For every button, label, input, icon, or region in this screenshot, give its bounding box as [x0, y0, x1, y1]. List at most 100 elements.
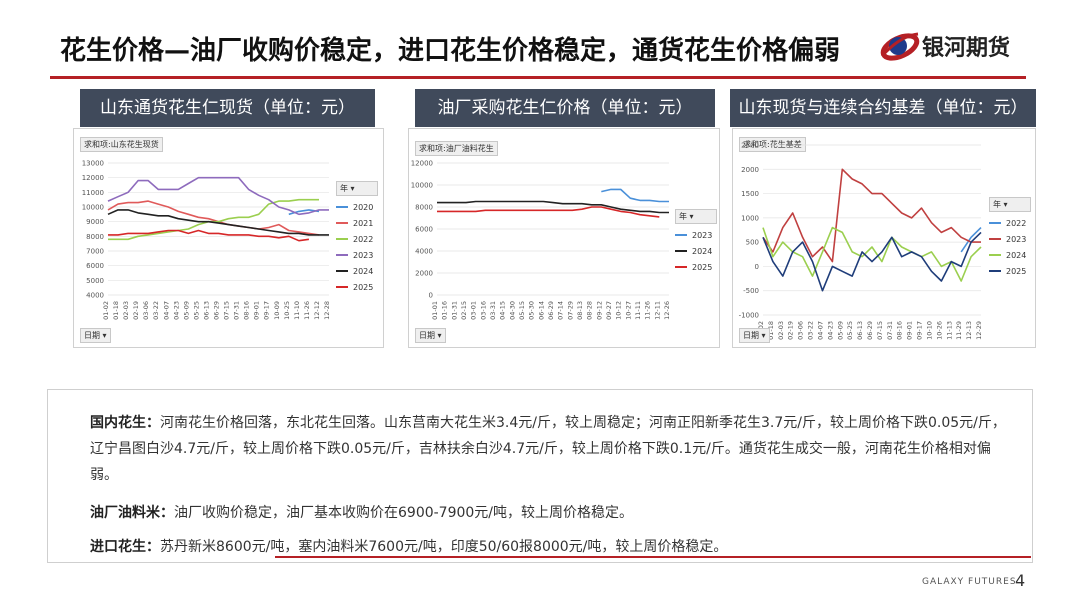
para-label: 进口花生： [90, 539, 160, 555]
y-tick-label: 1000 [741, 214, 759, 222]
x-tick-label: 09-01 [906, 321, 914, 340]
legend-swatch [675, 234, 687, 236]
x-tick-label: 02-15 [460, 301, 468, 320]
x-tick-label: 12-29 [975, 321, 983, 340]
series-line-2024 [437, 200, 669, 214]
y-tick-label: 12000 [82, 174, 104, 182]
series-line-2024 [762, 226, 982, 282]
legend-item-2024: 2024 [989, 247, 1031, 263]
x-tick-label: 11-11 [634, 301, 642, 320]
para-label: 油厂油料米： [90, 505, 174, 521]
x-tick-label: 02-03 [122, 301, 130, 320]
y-tick-label: 6000 [86, 262, 104, 270]
x-tick-label: 03-22 [807, 321, 815, 340]
y-tick-label: 7000 [86, 248, 104, 256]
x-tick-label: 11-29 [955, 321, 963, 340]
legend-title[interactable]: 年 ▾ [989, 197, 1031, 212]
chart-shandong-spot: 求和项:山东花生现货 4000 5000 6000 7000 8000 9000 10000… [73, 128, 384, 348]
x-tick-label: 06-29 [547, 301, 555, 320]
legend-swatch [989, 222, 1001, 224]
x-tick-label: 03-06 [142, 301, 150, 320]
legend-label: 2020 [353, 202, 374, 212]
legend-title[interactable]: 年 ▾ [336, 181, 378, 196]
x-tick-label: 05-25 [846, 321, 854, 340]
y-tick-label: 0 [429, 292, 433, 300]
legend-swatch [336, 222, 348, 224]
axis-filter-chip[interactable]: 日期 ▾ [415, 328, 446, 343]
y-tick-label: 12000 [411, 160, 433, 168]
y-tick-label: 5000 [86, 277, 104, 285]
x-tick-label: 10-25 [283, 301, 291, 320]
x-tick-label: 12-11 [653, 301, 661, 320]
x-tick-label: 02-03 [777, 321, 785, 340]
legend-swatch [336, 254, 348, 256]
legend-item-2020: 2020 [336, 199, 378, 215]
x-tick-label: 02-19 [132, 301, 140, 320]
legend-swatch [989, 254, 1001, 256]
series-line-2025 [762, 231, 982, 292]
x-tick-label: 11-26 [644, 301, 652, 320]
legend-item-2023: 2023 [336, 247, 378, 263]
y-tick-label: 2000 [741, 166, 759, 174]
x-tick-label: 10-09 [273, 301, 281, 320]
y-tick-label: 2000 [415, 270, 433, 278]
y-tick-label: 4000 [415, 248, 433, 256]
y-tick-label: 4000 [86, 292, 104, 300]
legend-label: 2023 [353, 250, 374, 260]
domestic-peanut-paragraph: 国内花生：河南花生价格回落，东北花生回落。山东莒南大花生米3.4元/斤，较上周稳… [90, 410, 1010, 488]
x-tick-label: 11-10 [293, 301, 301, 320]
legend-swatch [336, 238, 348, 240]
x-tick-label: 03-31 [489, 301, 497, 320]
filter-chip[interactable]: 求和项:花生基差 [739, 137, 806, 152]
legend-label: 2022 [353, 234, 374, 244]
panel-header-mill-price: 油厂采购花生仁价格（单位：元） [415, 89, 715, 127]
page-number: 4 [1015, 571, 1026, 590]
x-tick-label: 04-07 [162, 301, 170, 320]
x-tick-label: 09-27 [605, 301, 613, 320]
x-tick-label: 10-27 [624, 301, 632, 320]
legend-title[interactable]: 年 ▾ [675, 209, 717, 224]
x-tick-label: 01-16 [441, 301, 449, 320]
x-tick-label: 06-29 [213, 301, 221, 320]
legend-item-2023: 2023 [989, 231, 1031, 247]
legend-label: 2024 [1006, 250, 1027, 260]
panel-header-basis: 山东现货与连续合约基差（单位：元） [730, 89, 1036, 127]
x-tick-label: 03-01 [470, 301, 478, 320]
chart-legend: 年 ▾ 2022 2023 2024 2025 [989, 197, 1031, 279]
legend-swatch [336, 286, 348, 288]
x-tick-label: 08-28 [586, 301, 594, 320]
x-tick-label: 08-16 [243, 301, 251, 320]
axis-filter-chip[interactable]: 日期 ▾ [80, 328, 111, 343]
legend-label: 2024 [353, 266, 374, 276]
legend-item-2025: 2025 [989, 263, 1031, 279]
bottom-divider [275, 556, 1031, 558]
x-tick-label: 06-14 [537, 301, 545, 320]
chart-legend: 年 ▾ 2023 2024 2025 [675, 209, 717, 275]
y-tick-label: 10000 [82, 204, 104, 212]
x-tick-label: 01-02 [102, 301, 110, 320]
legend-label: 2025 [353, 282, 374, 292]
x-tick-label: 05-25 [192, 301, 200, 320]
x-tick-label: 05-09 [836, 321, 844, 340]
x-tick-label: 08-16 [896, 321, 904, 340]
axis-filter-chip[interactable]: 日期 ▾ [739, 328, 770, 343]
series-line-2023 [601, 188, 669, 203]
x-tick-label: 09-17 [916, 321, 924, 340]
x-tick-label: 09-17 [263, 301, 271, 320]
chart-mill-price: 求和项:油厂油料花生 0 2000 4000 6000 8000 10000 12000 01… [408, 128, 720, 348]
legend-item-2022: 2022 [336, 231, 378, 247]
x-tick-label: 04-23 [172, 301, 180, 320]
x-tick-label: 05-15 [518, 301, 526, 320]
legend-swatch [675, 250, 687, 252]
x-tick-label: 05-09 [182, 301, 190, 320]
legend-swatch [989, 270, 1001, 272]
chart-svg: 4000 5000 6000 7000 8000 9000 10000 11000 12000 1… [82, 160, 331, 320]
x-tick-label: 03-22 [152, 301, 160, 320]
x-tick-label: 12-13 [965, 321, 973, 340]
y-tick-label: 8000 [86, 233, 104, 241]
company-logo: 银河期货 [878, 26, 1038, 66]
filter-chip[interactable]: 求和项:油厂油料花生 [415, 141, 498, 156]
legend-label: 2024 [692, 246, 713, 256]
legend-item-2025: 2025 [336, 279, 378, 295]
filter-chip[interactable]: 求和项:山东花生现货 [80, 137, 163, 152]
